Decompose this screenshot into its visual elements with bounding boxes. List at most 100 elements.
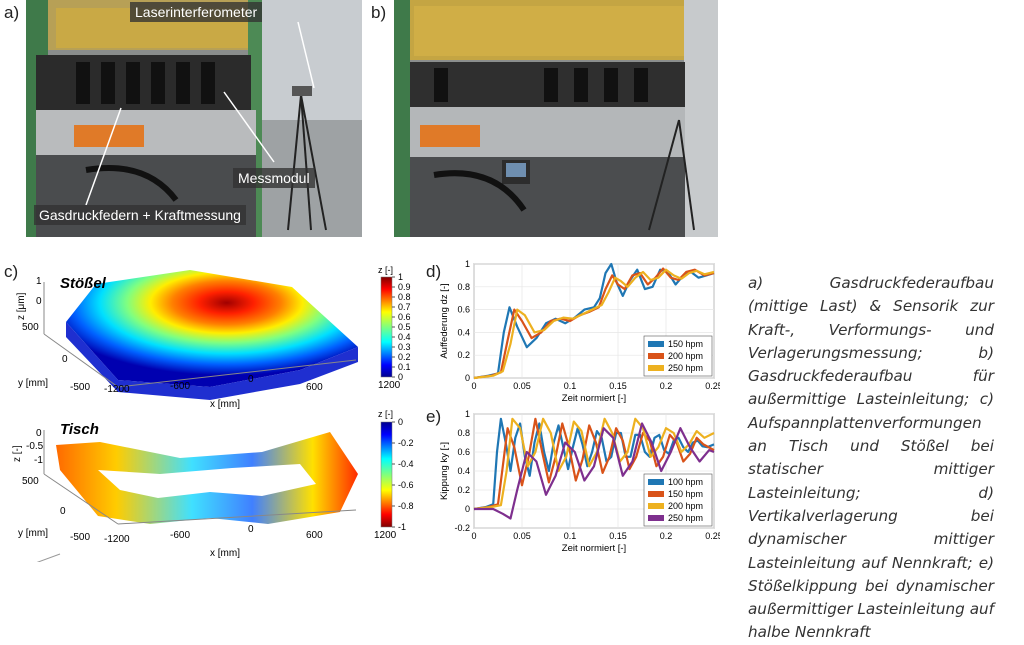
chart-auffederung: 0 0.05 0.1 0.15 0.2 0.25 0 0.2 0.4 0.6 0.8 1 Zeit no… — [439, 259, 720, 404]
colorbar-top-tick-label: 0.3 — [398, 342, 411, 352]
x-tick-label: 0.1 — [564, 381, 577, 391]
colorbar-top-tick-label: 0.9 — [398, 282, 411, 292]
x-tick-label: 0.1 — [564, 531, 577, 541]
surface-top-y-tick: 500 — [22, 322, 39, 333]
surface-bottom-y-tick: 500 — [22, 476, 39, 487]
x-tick-label: 0 — [471, 381, 476, 391]
colorbar-top — [380, 276, 393, 378]
photo-press-center-load: Laserinterferometer Messmodul Gasdruckfe… — [26, 0, 362, 237]
surface-top-x-tick: 0 — [248, 374, 254, 385]
series-line-250-hpm — [473, 268, 715, 380]
y-tick-label: 1 — [465, 409, 470, 419]
surface-bottom-y-tick: 0 — [60, 506, 66, 517]
photo-press-offcenter-load — [394, 0, 718, 237]
x-tick-label: 0.2 — [660, 531, 673, 541]
colorbar-bottom-tick-label: -0.6 — [398, 480, 414, 490]
panel-label-b: b) — [371, 3, 387, 22]
surface-bottom-z-label: z [-] — [12, 445, 23, 462]
colorbar-bottom-title: z [-] — [378, 409, 393, 419]
legend-label: 250 hpm — [668, 513, 703, 523]
y-tick-label: 0.2 — [457, 350, 470, 360]
colorbar-bottom — [380, 421, 393, 528]
colorbar-top-tick-label: 0.4 — [398, 332, 411, 342]
legend-swatch — [648, 503, 664, 509]
legend-label: 200 hpm — [668, 501, 703, 511]
surface-top-title: Stößel — [60, 275, 107, 292]
series-line-250-hpm — [474, 422, 715, 520]
legend-swatch — [648, 491, 664, 497]
y-tick-label: 0 — [465, 504, 470, 514]
colorbar-top-tick-label: 0.6 — [398, 312, 411, 322]
legend-label: 200 hpm — [668, 351, 703, 361]
y-tick-label: 0.4 — [457, 466, 470, 476]
panel-label-c: c) — [4, 262, 19, 281]
press-illustration-a — [26, 0, 362, 237]
legend-swatch — [648, 365, 664, 371]
y-tick-label: 0 — [465, 373, 470, 383]
chart-kippung: 00.050.10.150.20.25-0.200.20.40.60.81Zei… — [439, 409, 720, 554]
surface-bottom-x-tick: 600 — [306, 530, 323, 541]
surface-bottom-x-tick: 1200 — [374, 530, 397, 541]
x-tick-label: 0.15 — [609, 531, 627, 541]
label-gasdruckfedern: Gasdruckfedern + Kraftmessung — [34, 205, 246, 225]
label-messmodul: Messmodul — [233, 168, 315, 188]
surface-bottom-y-label: y [mm] — [18, 528, 48, 539]
colorbar-bottom-tick-label: -1 — [398, 522, 406, 532]
surface-top-x-tick: -1200 — [104, 384, 130, 395]
x-tick-label: 0 — [471, 531, 476, 541]
surface-top-y-tick: -500 — [70, 382, 90, 393]
colorbar-bottom-tick-label: -0.4 — [398, 459, 414, 469]
surface-tisch — [43, 430, 358, 525]
panel-label-e: e) — [426, 407, 442, 426]
surface-bottom-z-tick: -0.5 — [26, 441, 44, 452]
surface-top-y-label: y [mm] — [18, 378, 48, 389]
y-tick-label: 0.8 — [457, 282, 470, 292]
y-tick-label: 0.6 — [457, 305, 470, 315]
colorbar-top-tick-label: 0.8 — [398, 292, 411, 302]
surface-top-z-tick: 0 — [36, 296, 42, 307]
x-tick-label: 0.25 — [705, 381, 720, 391]
figure-caption: a) Gasdruckfederaufbau (mittige Last) & … — [748, 274, 994, 642]
x-tick-label: 0.15 — [609, 381, 627, 391]
label-laserinterferometer: Laserinterferometer — [130, 2, 263, 22]
surface-bottom-x-tick: -600 — [170, 530, 190, 541]
colorbar-top-tick-label: 0.2 — [398, 352, 411, 362]
colorbar-top-tick-label: 0.5 — [398, 322, 411, 332]
legend-label: 150 hpm — [668, 489, 703, 499]
legend-swatch — [648, 479, 664, 485]
series-line-150-hpm — [473, 262, 715, 380]
x-axis-label: Zeit normiert [-] — [562, 393, 626, 404]
x-axis-label: Zeit normiert [-] — [562, 543, 626, 554]
colorbar-top-title: z [-] — [378, 265, 393, 275]
surface-bottom-y-tick: -500 — [70, 532, 90, 543]
surface-top-x-tick: -600 — [170, 381, 190, 392]
surface-bottom-x-tick: -1200 — [104, 534, 130, 545]
legend-label: 100 hpm — [668, 477, 703, 487]
y-tick-label: 0.2 — [457, 485, 470, 495]
y-axis-label: Auffederung dz [-] — [439, 283, 450, 358]
surface-top-z-label: z [μm] — [16, 292, 27, 320]
colorbar-top-tick-label: 0.7 — [398, 302, 411, 312]
surface-top-x-label: x [mm] — [210, 399, 240, 410]
y-tick-label: 0.8 — [457, 428, 470, 438]
legend-label: 150 hpm — [668, 339, 703, 349]
y-tick-label: -0.2 — [454, 523, 470, 533]
surface-bottom-z-tick: 0 — [36, 428, 42, 439]
legend-swatch — [648, 353, 664, 359]
surface-top-x-tick: 1200 — [378, 380, 401, 391]
y-tick-label: 0.4 — [457, 327, 470, 337]
legend-swatch — [648, 515, 664, 521]
y-axis-label: Kippung ky [-] — [439, 442, 450, 500]
surface-bottom-z-tick: -1 — [34, 455, 43, 466]
surface-bottom-title: Tisch — [60, 421, 99, 438]
colorbar-top-tick-label: 0.1 — [398, 362, 411, 372]
colorbar-bottom-tick-label: -0.8 — [398, 501, 414, 511]
panel-label-a: a) — [4, 3, 20, 22]
surface-stoessel — [36, 270, 358, 562]
legend-label: 250 hpm — [668, 363, 703, 373]
surface-bottom-x-label: x [mm] — [210, 548, 240, 559]
colorbar-top-tick-label: 0 — [398, 372, 403, 382]
surface-top-y-tick: 0 — [62, 354, 68, 365]
x-tick-label: 0.2 — [660, 381, 673, 391]
series-line-200-hpm — [473, 267, 715, 380]
